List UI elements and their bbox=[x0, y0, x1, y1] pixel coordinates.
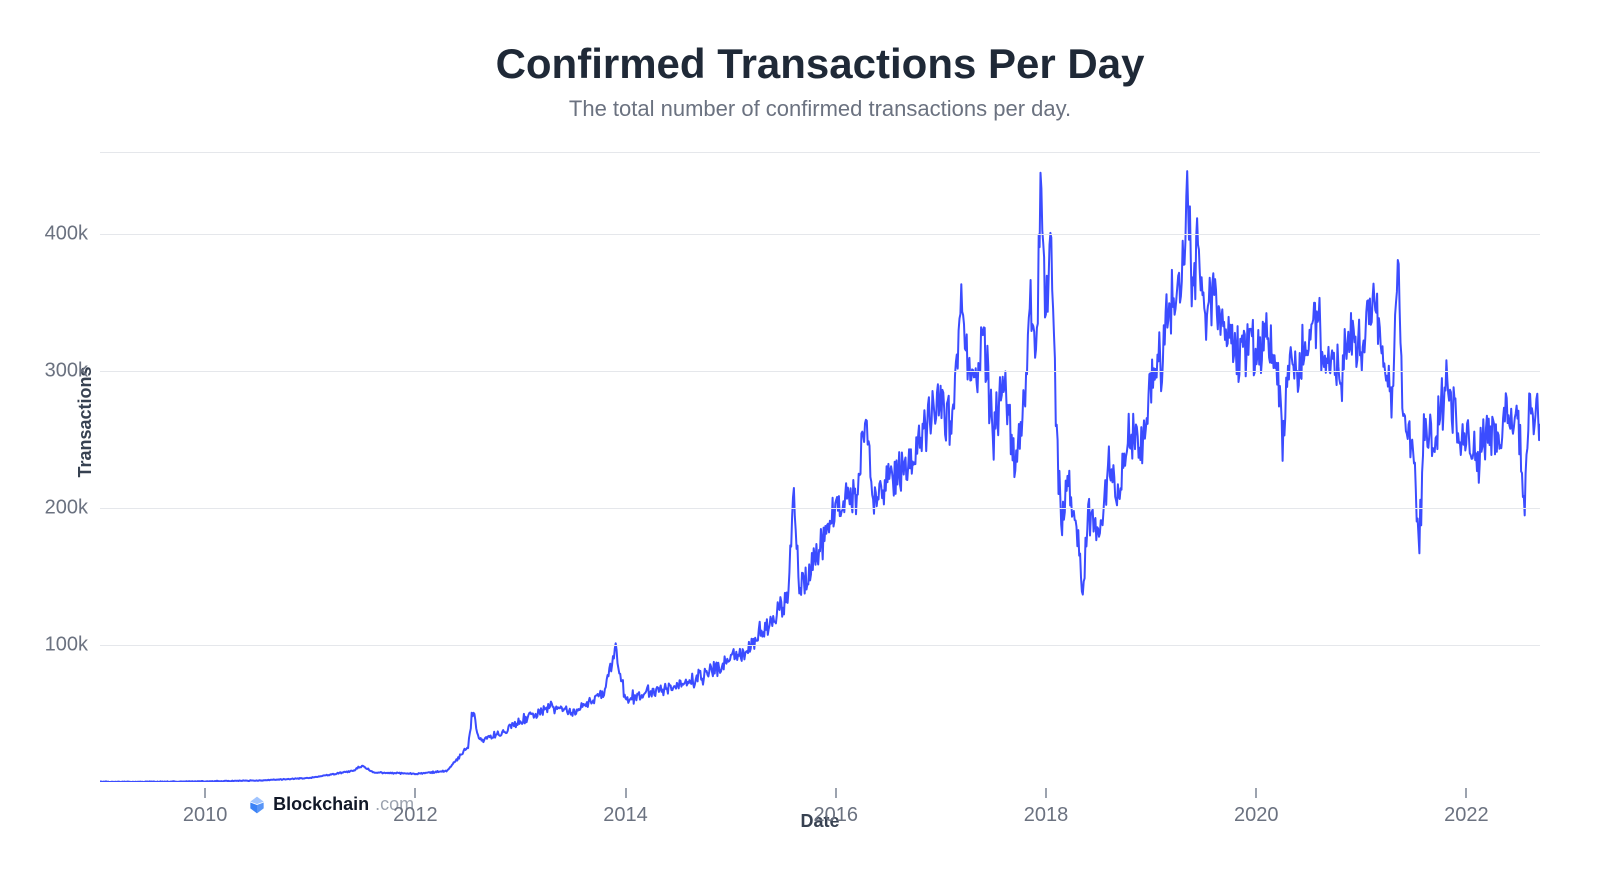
x-tick-label: 2018 bbox=[1024, 804, 1069, 827]
y-tick-label: 200k bbox=[45, 497, 88, 520]
x-tick-label: 2014 bbox=[603, 804, 648, 827]
gridline bbox=[100, 234, 1540, 235]
line-chart-svg bbox=[100, 152, 1540, 782]
x-tick-mark bbox=[1045, 788, 1047, 798]
x-tick-label: 2022 bbox=[1444, 804, 1489, 827]
attribution-watermark: Blockchain.com bbox=[247, 794, 414, 815]
gridline bbox=[100, 152, 1540, 153]
x-tick-mark bbox=[1255, 788, 1257, 798]
x-tick-label: 2016 bbox=[814, 804, 859, 827]
series-line bbox=[100, 171, 1540, 782]
x-tick-mark bbox=[204, 788, 206, 798]
plot-area: Transactions Date Blockchain.com 100k200… bbox=[100, 152, 1540, 782]
x-tick-mark bbox=[1465, 788, 1467, 798]
blockchain-logo-icon bbox=[247, 795, 267, 815]
gridline bbox=[100, 371, 1540, 372]
y-tick-label: 100k bbox=[45, 634, 88, 657]
y-axis-label: Transactions bbox=[75, 366, 96, 477]
chart-title: Confirmed Transactions Per Day bbox=[100, 40, 1540, 88]
attribution-brand: Blockchain bbox=[273, 794, 369, 815]
y-tick-label: 300k bbox=[45, 360, 88, 383]
y-tick-label: 400k bbox=[45, 223, 88, 246]
x-tick-label: 2010 bbox=[183, 804, 228, 827]
chart-subtitle: The total number of confirmed transactio… bbox=[100, 96, 1540, 122]
x-tick-mark bbox=[625, 788, 627, 798]
gridline bbox=[100, 508, 1540, 509]
x-tick-label: 2020 bbox=[1234, 804, 1279, 827]
x-tick-label: 2012 bbox=[393, 804, 438, 827]
x-tick-mark bbox=[414, 788, 416, 798]
chart-container: Confirmed Transactions Per Day The total… bbox=[0, 0, 1600, 888]
x-tick-mark bbox=[835, 788, 837, 798]
gridline bbox=[100, 645, 1540, 646]
